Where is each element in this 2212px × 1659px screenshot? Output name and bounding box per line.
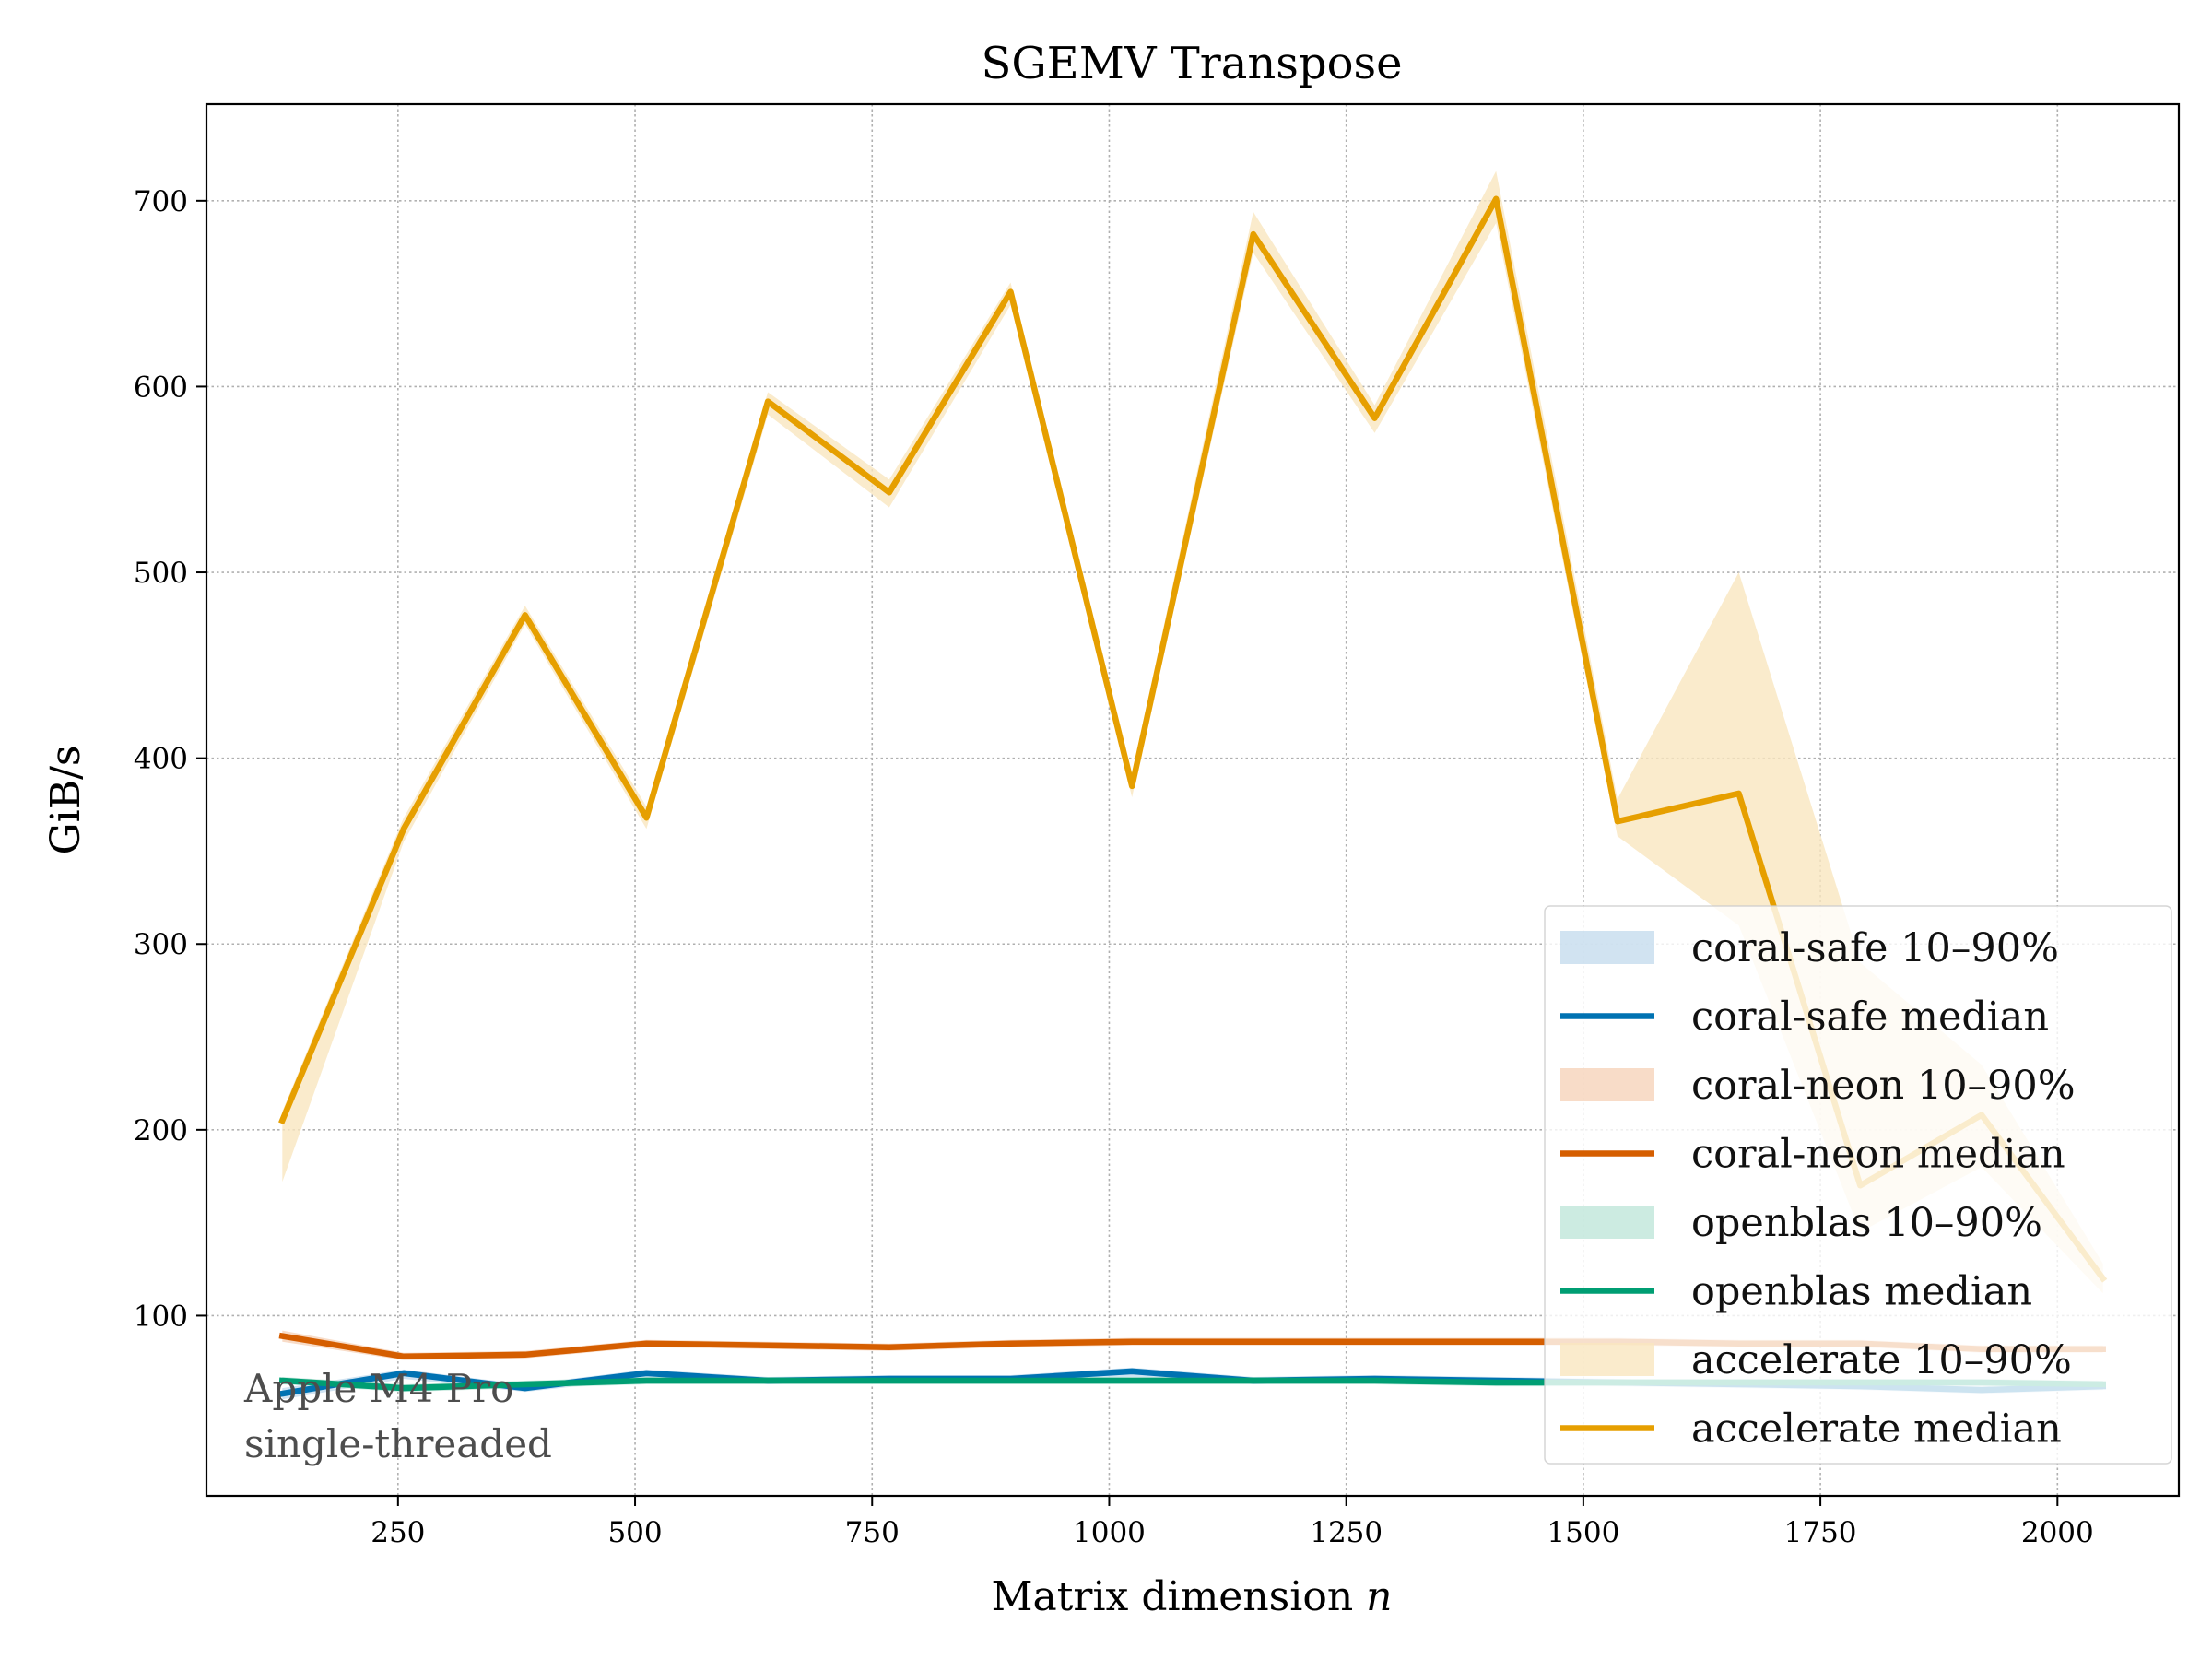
x-tick-label: 250 bbox=[371, 1516, 425, 1549]
x-axis-label-text: Matrix dimension bbox=[991, 1573, 1353, 1620]
y-tick-label: 200 bbox=[134, 1114, 188, 1147]
chart-title: SGEMV Transpose bbox=[981, 38, 1402, 89]
legend-label: coral-safe median bbox=[1691, 994, 2049, 1041]
legend-box bbox=[1544, 905, 2172, 1465]
y-tick-label: 600 bbox=[134, 371, 188, 404]
percentile-band bbox=[282, 1330, 2103, 1360]
x-tick-label: 1000 bbox=[1073, 1516, 1146, 1549]
legend-band-swatch bbox=[1560, 1068, 1654, 1101]
percentile-band bbox=[282, 1367, 2103, 1400]
legend-band-swatch bbox=[1560, 1343, 1654, 1376]
legend-label: accelerate median bbox=[1691, 1406, 2062, 1453]
legend-label: coral-neon 10–90% bbox=[1691, 1063, 2076, 1109]
legend-label: accelerate 10–90% bbox=[1691, 1337, 2072, 1383]
x-axis: 250 500 750 1000 1250 1500 1750 2000 bbox=[371, 1496, 2094, 1549]
plot-frame bbox=[205, 102, 2181, 1498]
x-tick-label: 1250 bbox=[1310, 1516, 1382, 1549]
y-tick-label: 300 bbox=[134, 928, 188, 961]
legend-label: coral-safe 10–90% bbox=[1691, 925, 2059, 971]
legend-label: openblas 10–90% bbox=[1691, 1200, 2042, 1246]
y-tick-label: 700 bbox=[134, 185, 188, 218]
y-axis-label: GiB/s bbox=[42, 746, 89, 855]
y-axis: 100 200 300 400 500 600 700 bbox=[134, 185, 206, 1333]
legend-label: coral-neon median bbox=[1691, 1132, 2065, 1178]
legend-band-swatch bbox=[1560, 1206, 1654, 1239]
y-tick-label: 400 bbox=[134, 743, 188, 776]
annotation-line-2: single-threaded bbox=[244, 1421, 552, 1466]
legend-label: openblas median bbox=[1691, 1269, 2032, 1315]
x-tick-label: 1500 bbox=[1547, 1516, 1619, 1549]
legend: coral-safe 10–90% coral-safe median coral-… bbox=[1544, 905, 2172, 1465]
x-tick-label: 500 bbox=[607, 1516, 662, 1549]
annotation-line-1: Apple M4 Pro bbox=[243, 1366, 513, 1411]
x-tick-label: 1750 bbox=[1784, 1516, 1857, 1549]
x-tick-label: 750 bbox=[845, 1516, 900, 1549]
x-axis-label-variable: n bbox=[1366, 1573, 1392, 1620]
y-tick-label: 500 bbox=[134, 557, 188, 590]
legend-band-swatch bbox=[1560, 931, 1654, 964]
x-axis-label: Matrix dimension n bbox=[991, 1573, 1392, 1620]
x-tick-label: 2000 bbox=[2021, 1516, 2094, 1549]
y-tick-label: 100 bbox=[134, 1300, 188, 1333]
